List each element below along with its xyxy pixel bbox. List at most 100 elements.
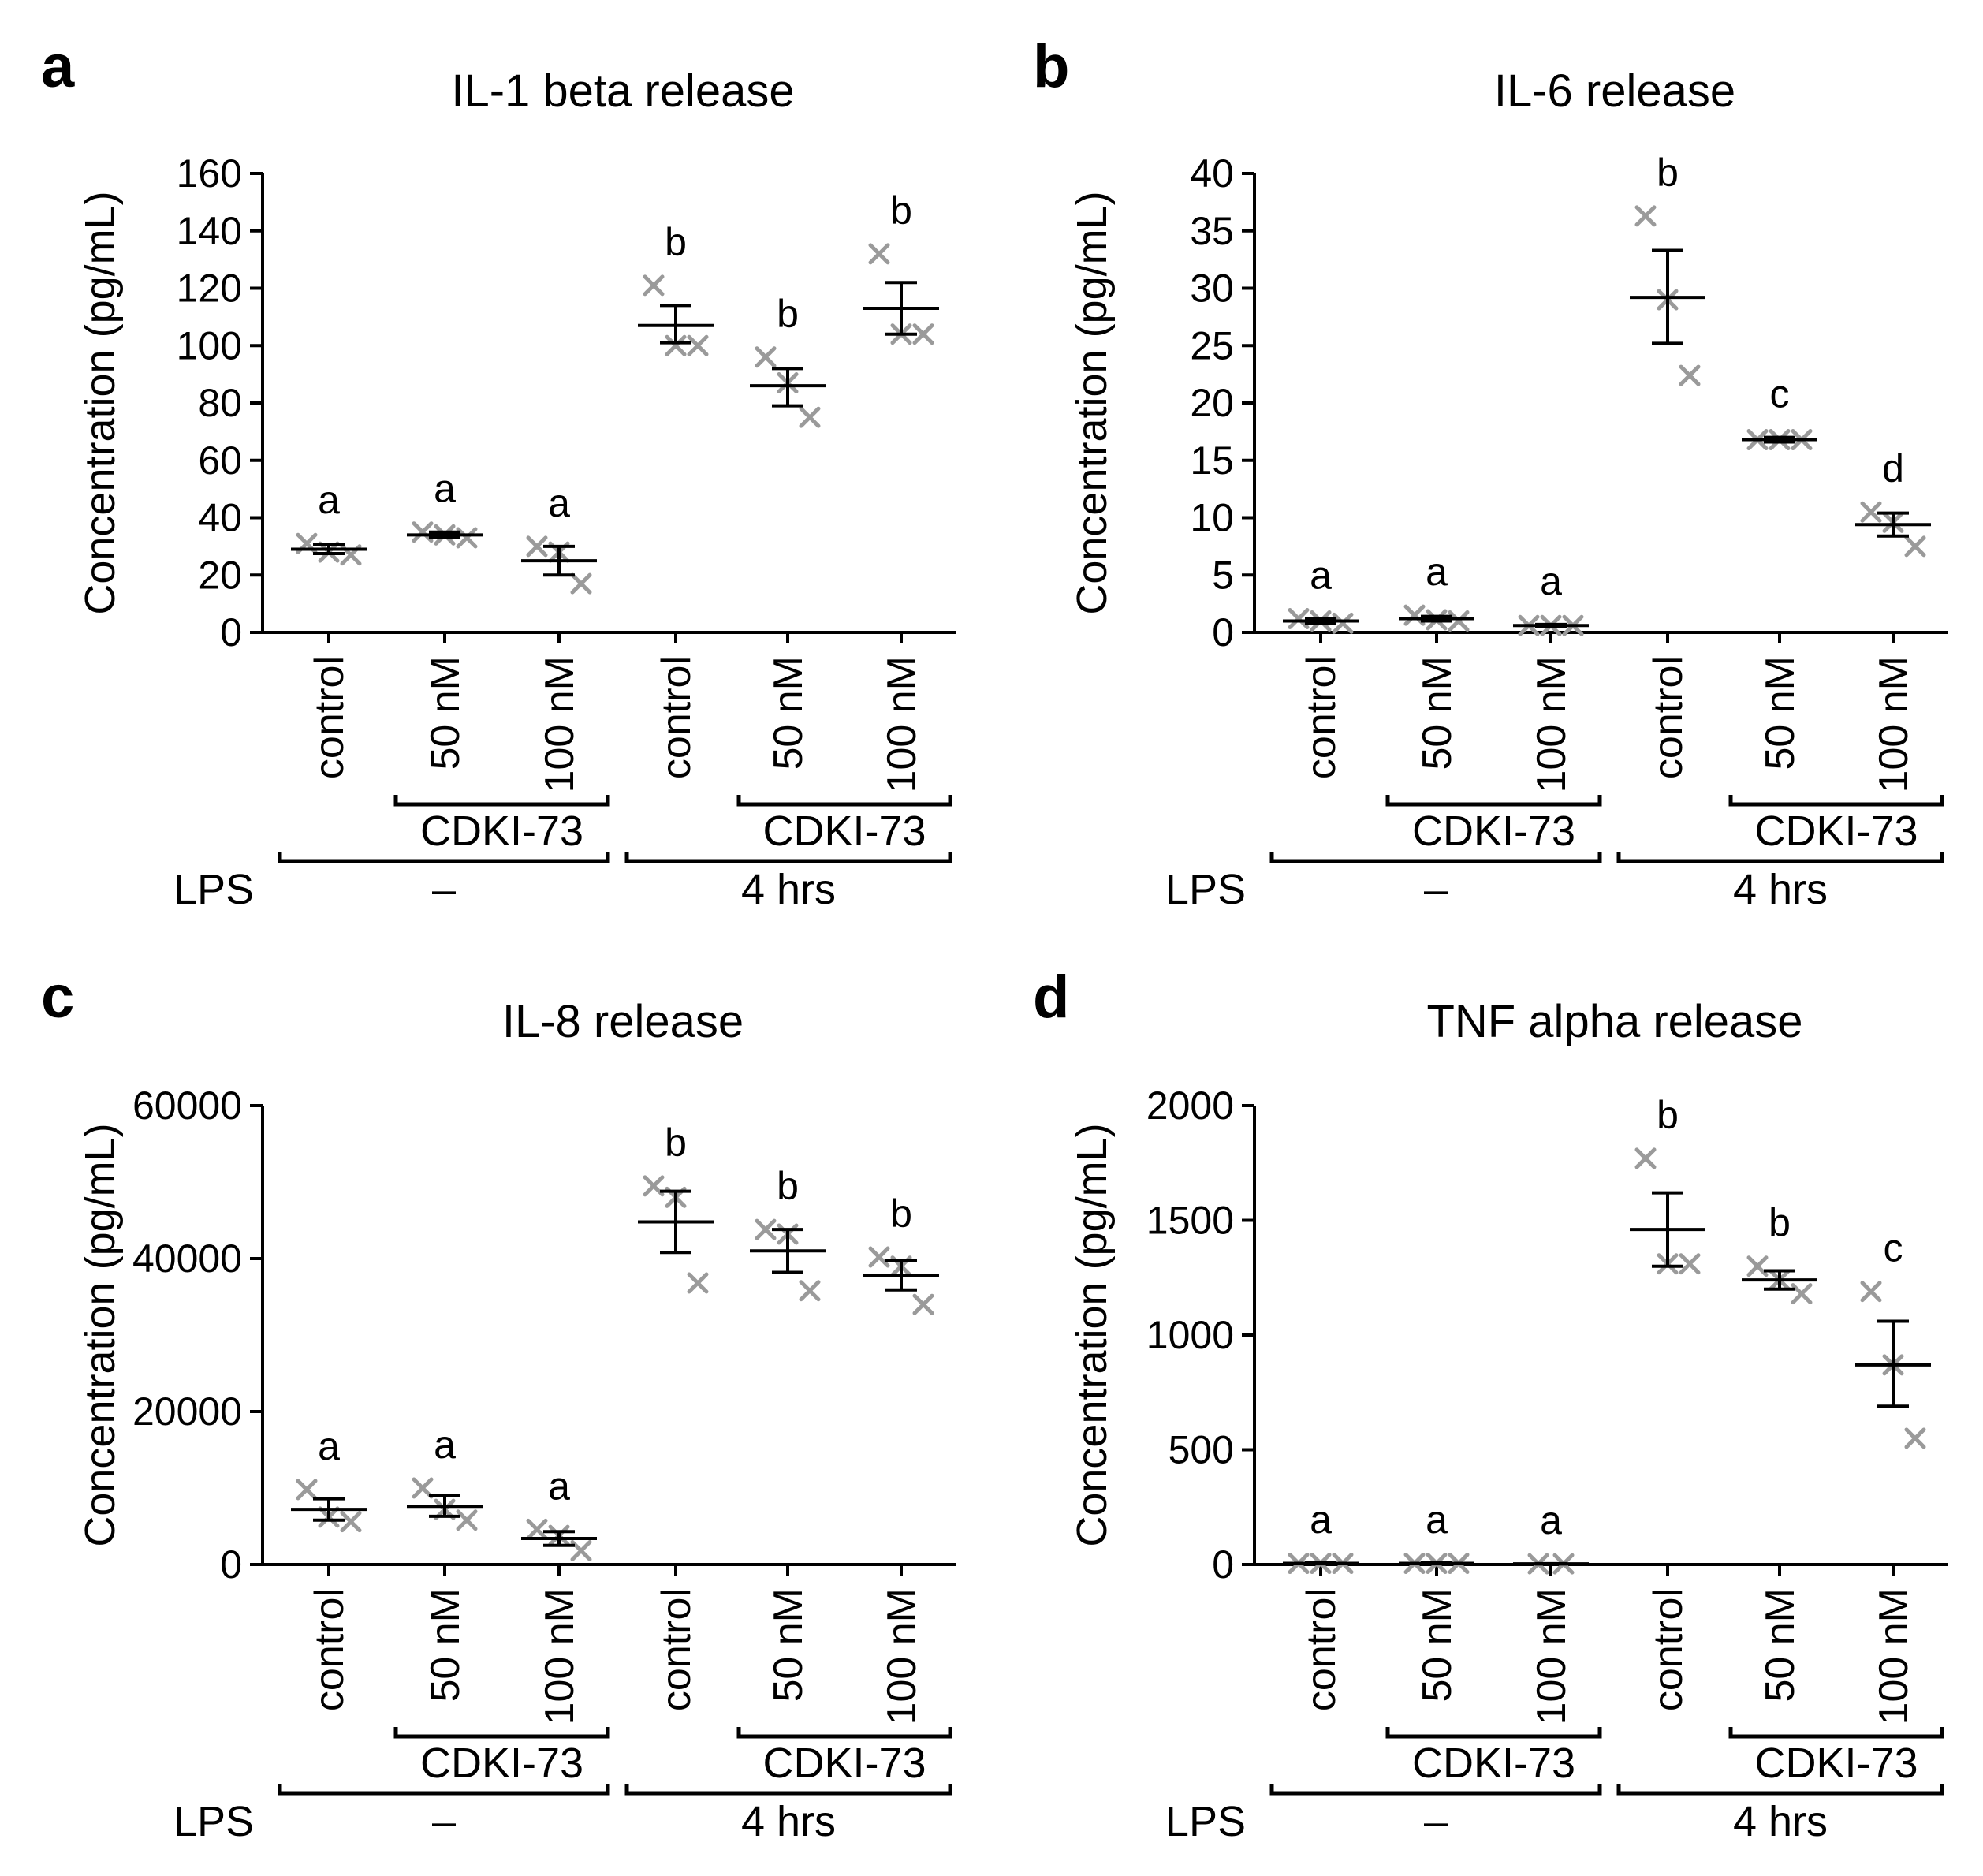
significance-label: d bbox=[1882, 446, 1904, 490]
y-tick-label: 1000 bbox=[1146, 1313, 1234, 1357]
data-point bbox=[1679, 364, 1701, 386]
data-point bbox=[912, 1293, 934, 1315]
cdki-bracket bbox=[1728, 1727, 1944, 1739]
data-point bbox=[868, 243, 890, 265]
significance-label: a bbox=[1310, 554, 1332, 598]
lps-group-label: – bbox=[1424, 866, 1448, 913]
data-point bbox=[1332, 612, 1354, 634]
x-tick-label: control bbox=[1299, 656, 1344, 779]
cdki-label: CDKI-73 bbox=[420, 1740, 583, 1787]
cdki-bracket bbox=[1728, 795, 1944, 807]
data-point bbox=[1448, 610, 1470, 632]
y-tick-label: 0 bbox=[220, 610, 242, 655]
y-tick-label: 80 bbox=[198, 381, 242, 425]
y-tick-label: 100 bbox=[177, 323, 242, 367]
cdki-label: CDKI-73 bbox=[1754, 807, 1918, 855]
lps-group-label: – bbox=[1424, 1798, 1448, 1845]
cdki-bracket bbox=[736, 795, 952, 807]
cdki-label: CDKI-73 bbox=[1412, 1740, 1575, 1787]
y-tick-label: 35 bbox=[1190, 209, 1234, 253]
panel-letter: c bbox=[41, 964, 74, 1031]
cdki-label: CDKI-73 bbox=[762, 807, 926, 855]
y-tick-label: 0 bbox=[1212, 610, 1234, 655]
chart-panel-c: c IL-8 release Concentration (pg/mL) 0 20000… bbox=[41, 964, 956, 1845]
data-point bbox=[412, 521, 434, 543]
x-tick-label: 50 nM bbox=[766, 656, 811, 770]
chart-panel-a: a IL-1 beta release Concentration (pg/mL) 0… bbox=[41, 33, 956, 913]
panel-letter: d bbox=[1033, 964, 1069, 1031]
significance-label: b bbox=[665, 220, 687, 264]
x-tick-label: 100 nM bbox=[1529, 1588, 1575, 1725]
data-point bbox=[665, 334, 687, 356]
x-tick-label: 50 nM bbox=[1757, 1588, 1803, 1703]
y-axis-label: Concentration (pg/mL) bbox=[76, 1123, 124, 1546]
data-point bbox=[643, 274, 665, 297]
cdki-bracket bbox=[393, 1727, 610, 1739]
data-point bbox=[1403, 604, 1426, 626]
y-tick-label: 2000 bbox=[1146, 1083, 1234, 1128]
cdki-bracket bbox=[736, 1727, 952, 1739]
x-tick-label: 50 nM bbox=[423, 1588, 468, 1703]
significance-label: b bbox=[665, 1121, 687, 1165]
cdki-label: CDKI-73 bbox=[1412, 807, 1575, 855]
cdki-label: CDKI-73 bbox=[1754, 1740, 1918, 1787]
significance-label: a bbox=[1426, 1497, 1448, 1542]
lps-bracket bbox=[278, 852, 610, 863]
y-tick-label: 1500 bbox=[1146, 1199, 1234, 1243]
x-tick-label: 50 nM bbox=[1757, 656, 1803, 770]
x-tick-label: 100 nM bbox=[879, 656, 925, 793]
significance-label: a bbox=[318, 1424, 340, 1468]
data-point bbox=[340, 1511, 362, 1533]
data-point bbox=[1860, 501, 1882, 523]
cdki-label: CDKI-73 bbox=[420, 807, 583, 855]
data-point bbox=[799, 406, 821, 428]
lps-group-label: – bbox=[432, 866, 456, 913]
data-point bbox=[1634, 1147, 1657, 1169]
lps-bracket bbox=[624, 852, 952, 863]
significance-label: a bbox=[434, 1423, 456, 1467]
significance-label: b bbox=[777, 292, 799, 336]
significance-label: a bbox=[1540, 1498, 1562, 1542]
y-axis-label: Concentration (pg/mL) bbox=[1068, 1123, 1116, 1546]
x-tick-label: control bbox=[654, 1588, 699, 1711]
y-tick-label: 40 bbox=[1190, 151, 1234, 196]
x-tick-label: 100 nM bbox=[1529, 656, 1575, 793]
data-point bbox=[456, 1509, 478, 1531]
y-tick-label: 160 bbox=[177, 151, 242, 196]
chart-panel-b: b IL-6 release Concentration (pg/mL) 0 5 10 15… bbox=[1033, 33, 1948, 913]
x-tick-label: control bbox=[1646, 1588, 1691, 1711]
panel-letter: a bbox=[41, 33, 75, 100]
significance-label: b bbox=[890, 1192, 912, 1236]
significance-label: a bbox=[434, 467, 456, 511]
data-point bbox=[1679, 1253, 1701, 1275]
data-point bbox=[687, 334, 709, 356]
data-point bbox=[1904, 535, 1926, 558]
y-tick-label: 25 bbox=[1190, 323, 1234, 367]
y-tick-label: 15 bbox=[1190, 438, 1234, 483]
y-tick-label: 20000 bbox=[132, 1389, 242, 1434]
lps-bracket bbox=[278, 1784, 610, 1796]
lps-bracket bbox=[1616, 1784, 1944, 1796]
x-tick-label: control bbox=[654, 656, 699, 779]
significance-label: a bbox=[1426, 550, 1448, 594]
significance-label: a bbox=[318, 478, 340, 522]
data-point bbox=[912, 323, 934, 345]
cdki-bracket bbox=[1385, 1727, 1602, 1739]
data-point bbox=[1860, 1281, 1882, 1303]
data-point bbox=[1288, 608, 1310, 630]
data-point bbox=[570, 1540, 592, 1562]
data-point bbox=[799, 1280, 821, 1302]
cdki-bracket bbox=[393, 795, 610, 807]
significance-label: c bbox=[1770, 372, 1790, 416]
significance-label: a bbox=[548, 1464, 570, 1508]
significance-label: a bbox=[1540, 559, 1562, 603]
data-point bbox=[755, 346, 777, 368]
data-point bbox=[1634, 205, 1657, 227]
data-point bbox=[412, 1477, 434, 1499]
chart-title: TNF alpha release bbox=[1426, 996, 1802, 1047]
y-tick-label: 60 bbox=[198, 438, 242, 483]
y-tick-label: 5 bbox=[1212, 553, 1234, 597]
lps-group-label: 4 hrs bbox=[741, 1798, 836, 1845]
cdki-bracket bbox=[1385, 795, 1602, 807]
